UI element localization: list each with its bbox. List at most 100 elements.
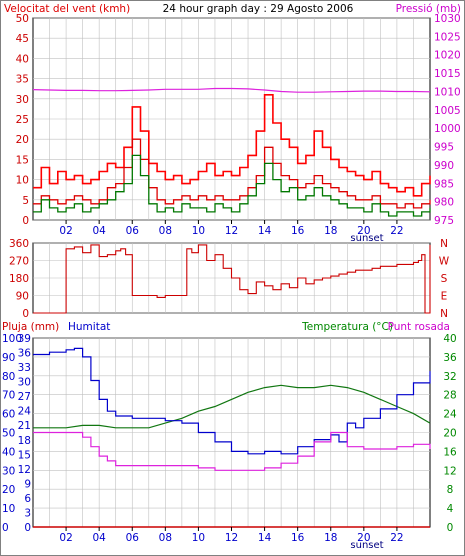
temperature-humidity-panel: Pluja (mm) Humitat Temperatura (°C) Punt…	[2, 321, 457, 551]
compass-letter: E	[441, 291, 448, 303]
humidity-series-line	[33, 347, 431, 455]
pressure-tick-label: 975	[434, 215, 454, 227]
x-tick-label: 16	[291, 532, 305, 544]
temperature-tick-label: 0	[447, 522, 454, 534]
x-tick-label: 06	[126, 532, 140, 544]
wind-tick-label: 15	[16, 154, 29, 166]
rain-axis-label: Pluja (mm)	[2, 321, 59, 333]
wind-tick-label: 45	[16, 33, 29, 45]
humidity-tick-label: 30	[18, 377, 31, 389]
pressure-series-line	[32, 87, 431, 93]
temperature-tick-label: 24	[443, 409, 457, 421]
x-tick-label: 16	[291, 225, 305, 237]
humidity-tick-label: 27	[18, 391, 31, 403]
pressure-tick-label: 1005	[434, 105, 461, 117]
wind-x-ticks: 02 04 06 08 10 12 14 16 18 20 22	[59, 220, 404, 237]
direction-tick-label: 0	[22, 308, 29, 320]
rain-tick-label: 50	[2, 428, 15, 440]
direction-series	[33, 244, 431, 314]
gust-series-line	[33, 94, 431, 197]
x-tick-label: 08	[159, 532, 172, 544]
wind-tick-label: 5	[22, 195, 29, 207]
rain-tick-label: 60	[2, 409, 15, 421]
humidity-axis-label: Humitat	[68, 321, 110, 333]
sunset-label-bottom: sunset	[350, 540, 383, 551]
pressure-tick-label: 1020	[434, 50, 461, 62]
direction-series-line	[33, 244, 431, 314]
temperature-tick-label: 16	[443, 446, 457, 458]
x-tick-label: 12	[225, 532, 238, 544]
pressure-tick-label: 1030	[434, 13, 461, 25]
pressure-tick-label: 985	[434, 178, 454, 190]
x-tick-label: 10	[192, 532, 205, 544]
humidity-tick-label: 0	[24, 522, 31, 534]
x-tick-label: 02	[59, 532, 72, 544]
rain-y-ticks: 0 10 20 30 40 50 60 70 80 90 100	[2, 333, 22, 534]
x-tick-label: 02	[59, 225, 72, 237]
humidity-tick-label: 15	[18, 449, 31, 461]
humidity-tick-label: 21	[18, 420, 31, 432]
pressure-y-ticks: 975 980 985 990 995 1000 1005 1010 1015 1020 1025 1…	[434, 13, 461, 227]
pressure-tick-label: 995	[434, 142, 454, 154]
wind-y-ticks: 0 5 10 15 20 25 30 35 40 45 50	[16, 13, 29, 227]
rain-tick-label: 40	[2, 446, 15, 458]
x-tick-label: 12	[225, 225, 238, 237]
x-tick-label: 18	[324, 225, 337, 237]
x-tick-label: 18	[324, 532, 337, 544]
temperature-tick-label: 32	[443, 371, 456, 383]
green_wind-series-line	[33, 154, 431, 217]
chart-title: 24 hour graph day : 29 Agosto 2006	[163, 3, 354, 15]
humidity-tick-label: 36	[18, 348, 32, 360]
temperature-x-ticks: 02 04 06 08 10 12 14 16 18 20 22	[59, 527, 404, 544]
wind-tick-label: 40	[16, 53, 29, 65]
wind-tick-label: 35	[16, 74, 29, 86]
wind-series	[32, 87, 431, 217]
temperature-tick-label: 4	[447, 503, 454, 515]
x-tick-label: 20	[357, 532, 370, 544]
x-tick-label: 22	[390, 532, 403, 544]
temperature-tick-label: 36	[443, 352, 457, 364]
x-tick-label: 10	[192, 225, 205, 237]
humidity-tick-label: 39	[18, 333, 31, 345]
direction-y-ticks: 0 90 180 270 360	[9, 238, 29, 320]
rain-tick-label: 80	[2, 371, 15, 383]
compass-letter: N	[440, 238, 448, 250]
wind-tick-label: 20	[16, 134, 29, 146]
humidity-tick-label: 9	[24, 478, 31, 490]
temperature-axis-label: Temperatura (°C)	[301, 321, 393, 333]
wind-axis-label: Velocitat del vent (kmh)	[4, 3, 130, 15]
x-tick-label: 06	[126, 225, 140, 237]
dewpoint-series-line	[33, 431, 431, 471]
x-tick-label: 04	[92, 532, 106, 544]
wind-series-line	[33, 138, 431, 209]
rain-tick-label: 0	[2, 522, 9, 534]
x-tick-label: 14	[258, 225, 272, 237]
sunset-label-top: sunset	[350, 233, 383, 244]
humidity-tick-label: 24	[18, 406, 32, 418]
pressure-tick-label: 990	[434, 160, 454, 172]
temperature-y-ticks: 0 4 8 12 16 20 24 28 32 36 40	[443, 333, 457, 534]
temperature-tick-label: 20	[443, 428, 456, 440]
wind-tick-label: 10	[16, 175, 29, 187]
rain-tick-label: 10	[2, 503, 15, 515]
humidity-tick-label: 12	[18, 464, 31, 476]
compass-letter: W	[439, 256, 450, 268]
pressure-tick-label: 1010	[434, 86, 461, 98]
direction-tick-label: 180	[9, 273, 29, 285]
wind-tick-label: 30	[16, 94, 29, 106]
rain-tick-label: 70	[2, 390, 15, 402]
direction-tick-label: 270	[9, 256, 29, 268]
rain-tick-label: 90	[2, 352, 15, 364]
pressure-tick-label: 1025	[434, 31, 461, 43]
x-tick-label: 20	[357, 225, 370, 237]
pressure-tick-label: 1015	[434, 68, 461, 80]
x-tick-label: 14	[258, 532, 272, 544]
pressure-tick-label: 1000	[434, 123, 461, 135]
compass-letter: S	[441, 273, 448, 285]
wind-tick-label: 0	[22, 215, 29, 227]
dewpoint-axis-label: Punt rosada	[388, 321, 450, 333]
wind-pressure-panel: Velocitat del vent (kmh) 24 hour graph d…	[4, 3, 461, 244]
humidity-tick-label: 6	[24, 493, 31, 505]
